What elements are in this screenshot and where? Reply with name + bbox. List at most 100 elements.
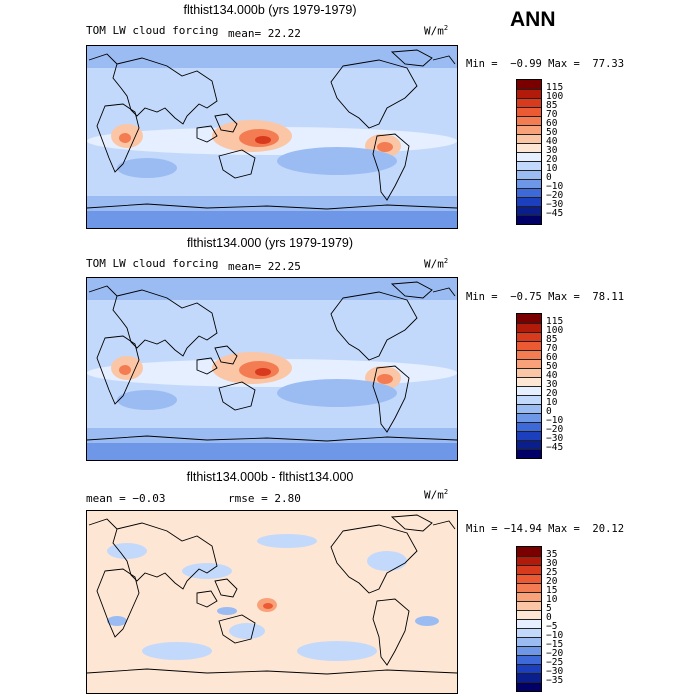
panel-3-rmse: rmse = 2.80 bbox=[228, 492, 301, 505]
colorbar-swatch bbox=[517, 314, 541, 323]
colorbar-swatch bbox=[517, 98, 541, 107]
colorbar-tick-label: 115 bbox=[546, 316, 564, 327]
panel-1-field-label: TOM LW cloud forcing bbox=[86, 24, 219, 37]
colorbar-swatch bbox=[517, 637, 541, 646]
colorbar-tick-label: −35 bbox=[546, 675, 564, 686]
colorbar-tick-label: 30 bbox=[546, 558, 558, 569]
colorbar-tick-label: 20 bbox=[546, 388, 558, 399]
panel-1-units: W/m2 bbox=[424, 24, 449, 38]
colorbar-tick-label: −45 bbox=[546, 442, 564, 453]
colorbar-swatch bbox=[517, 449, 541, 458]
colorbar-swatch bbox=[517, 682, 541, 691]
colorbar-tick-label: 25 bbox=[546, 567, 558, 578]
colorbar-tick-label: 15 bbox=[546, 585, 558, 596]
colorbar-swatch bbox=[517, 80, 541, 89]
colorbar-swatch bbox=[517, 377, 541, 386]
colorbar-swatch bbox=[517, 404, 541, 413]
panel-1-map bbox=[86, 45, 458, 229]
colorbar-tick-label: 40 bbox=[546, 370, 558, 381]
colorbar-tick-label: 20 bbox=[546, 154, 558, 165]
colorbar-swatch bbox=[517, 116, 541, 125]
colorbar-tick-label: 35 bbox=[546, 549, 558, 560]
colorbar-swatch bbox=[517, 556, 541, 565]
colorbar-tick-label: 20 bbox=[546, 576, 558, 587]
panel-2-units: W/m2 bbox=[424, 257, 449, 271]
colorbar-tick-label: −30 bbox=[546, 433, 564, 444]
colorbar-swatch bbox=[517, 440, 541, 449]
colorbar-swatch bbox=[517, 583, 541, 592]
colorbar-swatch bbox=[517, 206, 541, 215]
colorbar-tick-label: 0 bbox=[546, 612, 552, 623]
colorbar-swatch bbox=[517, 350, 541, 359]
colorbar-tick-label: −10 bbox=[546, 181, 564, 192]
colorbar-tick-label: −45 bbox=[546, 208, 564, 219]
colorbar-swatch bbox=[517, 188, 541, 197]
colorbar-tick-label: −30 bbox=[546, 666, 564, 677]
colorbar-swatch bbox=[517, 215, 541, 224]
panel-1-title: flthist134.000b (yrs 1979-1979) bbox=[183, 3, 357, 17]
colorbar-swatch bbox=[517, 323, 541, 332]
panel-1-minmax: Min = −0.99 Max = 77.33 bbox=[466, 58, 625, 70]
season-label: ANN bbox=[510, 8, 556, 31]
panel-3-title: flthist134.000b - flthist134.000 bbox=[186, 470, 354, 484]
colorbar-swatch bbox=[517, 431, 541, 440]
colorbar-tick-label: −15 bbox=[546, 639, 564, 650]
panel-2-title: flthist134.000 (yrs 1979-1979) bbox=[186, 236, 354, 250]
colorbar-swatch bbox=[517, 341, 541, 350]
colorbar-tick-label: −10 bbox=[546, 415, 564, 426]
colorbar-tick-label: 0 bbox=[546, 172, 552, 183]
colorbar-tick-label: −20 bbox=[546, 424, 564, 435]
colorbar-tick-label: 100 bbox=[546, 91, 564, 102]
colorbar-swatch bbox=[517, 386, 541, 395]
colorbar-swatch bbox=[517, 125, 541, 134]
colorbar-tick-label: 50 bbox=[546, 361, 558, 372]
colorbar-tick-label: 10 bbox=[546, 397, 558, 408]
colorbar-swatch bbox=[517, 628, 541, 637]
colorbar-tick-label: 40 bbox=[546, 136, 558, 147]
panel-2-colorbar bbox=[516, 313, 542, 459]
panel-2-map bbox=[86, 277, 458, 461]
colorbar-swatch bbox=[517, 134, 541, 143]
colorbar-tick-label: −30 bbox=[546, 199, 564, 210]
colorbar-tick-label: 100 bbox=[546, 325, 564, 336]
panel-3-minmax: Min = −14.94 Max = 20.12 bbox=[466, 523, 625, 535]
panel-2-mean: mean= 22.25 bbox=[228, 260, 301, 273]
colorbar-swatch bbox=[517, 574, 541, 583]
colorbar-swatch bbox=[517, 619, 541, 628]
colorbar-swatch bbox=[517, 368, 541, 377]
colorbar-swatch bbox=[517, 152, 541, 161]
colorbar-tick-label: 10 bbox=[546, 594, 558, 605]
panel-3-units: W/m2 bbox=[424, 488, 449, 502]
colorbar-swatch bbox=[517, 601, 541, 610]
panel-1-colorbar bbox=[516, 79, 542, 225]
colorbar-tick-label: 30 bbox=[546, 379, 558, 390]
colorbar-swatch bbox=[517, 592, 541, 601]
colorbar-swatch bbox=[517, 89, 541, 98]
colorbar-tick-label: 85 bbox=[546, 334, 558, 345]
colorbar-swatch bbox=[517, 197, 541, 206]
colorbar-tick-label: −20 bbox=[546, 648, 564, 659]
colorbar-swatch bbox=[517, 179, 541, 188]
panel-3-colorbar bbox=[516, 546, 542, 692]
colorbar-swatch bbox=[517, 646, 541, 655]
colorbar-swatch bbox=[517, 359, 541, 368]
colorbar-tick-label: −25 bbox=[546, 657, 564, 668]
colorbar-swatch bbox=[517, 610, 541, 619]
colorbar-swatch bbox=[517, 655, 541, 664]
colorbar-tick-label: 0 bbox=[546, 406, 552, 417]
colorbar-swatch bbox=[517, 547, 541, 556]
colorbar-swatch bbox=[517, 395, 541, 404]
colorbar-tick-label: 10 bbox=[546, 163, 558, 174]
panel-2-minmax: Min = −0.75 Max = 78.11 bbox=[466, 291, 625, 303]
colorbar-swatch bbox=[517, 170, 541, 179]
colorbar-swatch bbox=[517, 143, 541, 152]
panel-3-map bbox=[86, 510, 458, 694]
colorbar-swatch bbox=[517, 107, 541, 116]
colorbar-tick-label: 60 bbox=[546, 352, 558, 363]
colorbar-swatch bbox=[517, 422, 541, 431]
colorbar-swatch bbox=[517, 161, 541, 170]
colorbar-tick-label: −10 bbox=[546, 630, 564, 641]
colorbar-tick-label: 115 bbox=[546, 82, 564, 93]
colorbar-tick-label: −5 bbox=[546, 621, 558, 632]
colorbar-swatch bbox=[517, 332, 541, 341]
